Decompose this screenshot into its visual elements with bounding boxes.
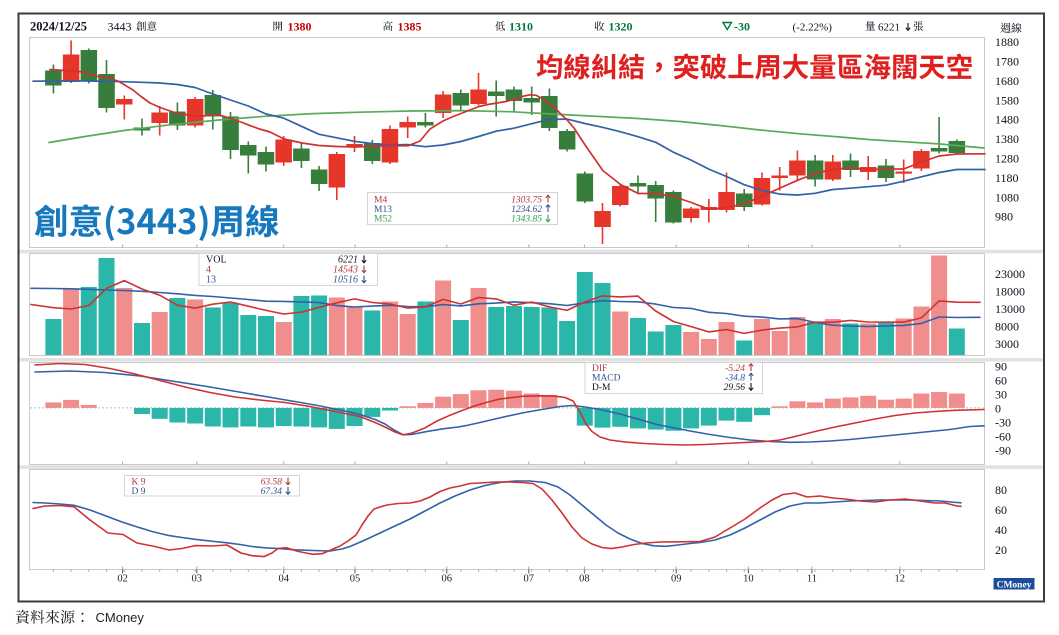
svg-text:10516: 10516 xyxy=(333,275,358,286)
svg-text:07: 07 xyxy=(524,574,535,585)
svg-text:14543: 14543 xyxy=(333,265,358,276)
svg-text:60: 60 xyxy=(995,374,1007,388)
svg-text:-30: -30 xyxy=(995,415,1011,429)
svg-text:CMoney: CMoney xyxy=(997,580,1032,590)
svg-text:3443: 3443 xyxy=(108,20,132,34)
svg-text:-60: -60 xyxy=(995,429,1011,443)
svg-text:K 9: K 9 xyxy=(132,478,146,488)
svg-text:1234.62: 1234.62 xyxy=(511,205,542,215)
svg-text:03: 03 xyxy=(192,574,203,585)
svg-text:4: 4 xyxy=(206,265,211,276)
svg-text:6221: 6221 xyxy=(878,22,900,34)
svg-text:-34.8: -34.8 xyxy=(725,374,745,384)
svg-text:63.58: 63.58 xyxy=(261,478,283,488)
svg-text:-30: -30 xyxy=(734,20,750,34)
svg-text:90: 90 xyxy=(995,360,1007,374)
svg-text:09: 09 xyxy=(671,574,682,585)
svg-text:MACD: MACD xyxy=(592,374,621,384)
svg-text:0: 0 xyxy=(995,402,1001,416)
svg-text:06: 06 xyxy=(442,574,453,585)
svg-text:30: 30 xyxy=(995,388,1007,402)
svg-text:08: 08 xyxy=(579,574,590,585)
svg-text:40: 40 xyxy=(995,523,1007,537)
svg-text:05: 05 xyxy=(350,574,361,585)
svg-text:67.34: 67.34 xyxy=(261,487,283,497)
svg-text:3000: 3000 xyxy=(995,337,1019,351)
svg-text:1880: 1880 xyxy=(995,35,1019,49)
svg-text:10: 10 xyxy=(743,574,754,585)
svg-text:-5.24: -5.24 xyxy=(725,364,745,374)
svg-text:1380: 1380 xyxy=(995,132,1019,146)
svg-text:(-2.22%): (-2.22%) xyxy=(793,22,833,34)
svg-text:D 9: D 9 xyxy=(132,487,146,497)
svg-text:-90: -90 xyxy=(995,443,1011,457)
svg-text:CMoney: CMoney xyxy=(96,610,145,625)
svg-text:02: 02 xyxy=(117,574,128,585)
svg-text:8000: 8000 xyxy=(995,319,1019,333)
svg-text:60: 60 xyxy=(995,503,1007,517)
svg-text:6221: 6221 xyxy=(338,255,358,266)
svg-text:29.56: 29.56 xyxy=(724,383,746,393)
svg-text:1310: 1310 xyxy=(509,20,533,34)
svg-text:1180: 1180 xyxy=(995,171,1019,185)
svg-text:1480: 1480 xyxy=(995,113,1019,127)
svg-text:13000: 13000 xyxy=(995,302,1025,316)
svg-text:1680: 1680 xyxy=(995,74,1019,88)
svg-text:VOL: VOL xyxy=(206,255,227,266)
svg-text:11: 11 xyxy=(807,574,817,585)
svg-text:M13: M13 xyxy=(374,205,392,215)
svg-text:1343.85: 1343.85 xyxy=(511,215,542,225)
svg-text:D-M: D-M xyxy=(592,383,611,393)
svg-text:1303.75: 1303.75 xyxy=(511,196,542,206)
svg-text:23000: 23000 xyxy=(995,267,1025,281)
svg-text:1320: 1320 xyxy=(609,20,633,34)
svg-text:12: 12 xyxy=(895,574,906,585)
svg-text:04: 04 xyxy=(278,574,289,585)
svg-text:80: 80 xyxy=(995,483,1007,497)
svg-text:M4: M4 xyxy=(374,196,387,206)
svg-text:980: 980 xyxy=(995,210,1013,224)
svg-text:13: 13 xyxy=(206,275,216,286)
svg-text:DIF: DIF xyxy=(592,364,607,374)
svg-text:2024/12/25: 2024/12/25 xyxy=(30,20,87,34)
svg-text:1280: 1280 xyxy=(995,152,1019,166)
svg-text:20: 20 xyxy=(995,543,1007,557)
svg-text:1580: 1580 xyxy=(995,93,1019,107)
svg-text:1080: 1080 xyxy=(995,190,1019,204)
svg-text:18000: 18000 xyxy=(995,284,1025,298)
svg-text:1780: 1780 xyxy=(995,55,1019,69)
svg-text:1385: 1385 xyxy=(398,20,422,34)
svg-text:1380: 1380 xyxy=(288,20,312,34)
svg-text:M52: M52 xyxy=(374,215,392,225)
